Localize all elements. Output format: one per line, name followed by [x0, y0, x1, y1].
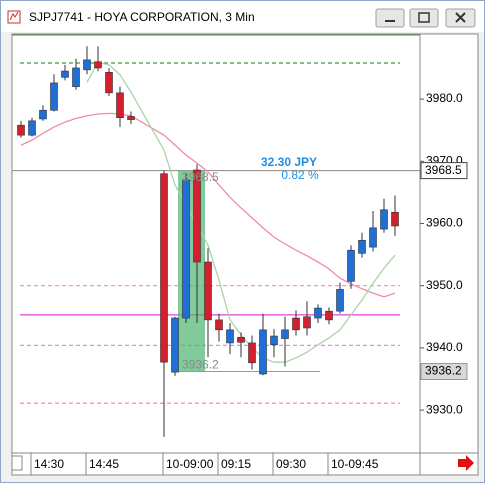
chart-area [11, 33, 479, 476]
x-tick-label: 10-09:45 [331, 457, 379, 471]
candle-body [259, 329, 267, 375]
candle-body [171, 317, 179, 373]
candle-body [270, 335, 278, 346]
last-price-label: 3968.5 [425, 163, 462, 177]
measure-percent: 0.82 % [281, 168, 319, 182]
scroll-arrow[interactable] [458, 455, 474, 471]
candle-body [369, 227, 377, 248]
candle-body [83, 59, 91, 71]
cursor-price-box [420, 363, 468, 381]
measure-box [178, 170, 205, 372]
app-icon [7, 10, 21, 24]
maximize-button[interactable] [409, 8, 439, 28]
candle-body [358, 239, 366, 254]
candle-body [50, 82, 58, 111]
candle-body [116, 92, 124, 119]
indicator-line [20, 112, 396, 298]
candle-body [226, 329, 234, 344]
measure-high-label: 3968.5 [182, 170, 219, 184]
candle-body [94, 61, 102, 69]
cursor-price-label: 3936.2 [425, 364, 462, 378]
candle-body [281, 329, 289, 339]
x-tick-label: 14:30 [34, 457, 64, 471]
y-tick-label: 3940.0 [426, 340, 463, 354]
candle-body [28, 120, 36, 136]
candle-body [72, 67, 80, 87]
minimize-button[interactable] [375, 8, 405, 28]
close-glyph [455, 12, 466, 23]
measure-change: 32.30 JPY [261, 155, 317, 169]
y-tick-label: 3950.0 [426, 278, 463, 292]
scroll-box[interactable] [11, 455, 23, 471]
candle-body [325, 310, 333, 321]
measure-low-label: 3936.2 [182, 358, 219, 372]
candle-body [314, 307, 322, 319]
candle-body [160, 173, 168, 363]
x-tick-label: 09:30 [276, 457, 306, 471]
candle-body [39, 109, 47, 120]
app-icon-glyph [9, 11, 19, 21]
candle-body [391, 211, 399, 227]
candle-body [215, 319, 223, 331]
y-tick-label: 3960.0 [426, 216, 463, 230]
candle-body [182, 179, 190, 319]
x-tick-label: 14:45 [89, 457, 119, 471]
y-tick-label: 3930.0 [426, 402, 463, 416]
candle-body [204, 261, 212, 321]
candle-body [292, 317, 300, 331]
candle-body [336, 289, 344, 312]
maximize-glyph [418, 12, 430, 23]
last-price-box [420, 162, 468, 180]
candle-body [303, 316, 311, 329]
candle-body [127, 116, 135, 120]
x-tick-label: 09:15 [221, 457, 251, 471]
candle-body [17, 124, 25, 136]
candle-body [61, 70, 69, 78]
y-tick-label: 3980.0 [426, 91, 463, 105]
window-title: SJPJ7741 - HOYA CORPORATION, 3 Min [29, 10, 255, 24]
x-tick-label: 10-09:00 [166, 457, 214, 471]
candle-body [237, 337, 245, 343]
candle-body [347, 249, 355, 282]
candle-body [248, 342, 256, 364]
candle-body [380, 209, 388, 230]
candle-body [193, 169, 201, 263]
candle-body [105, 72, 113, 94]
